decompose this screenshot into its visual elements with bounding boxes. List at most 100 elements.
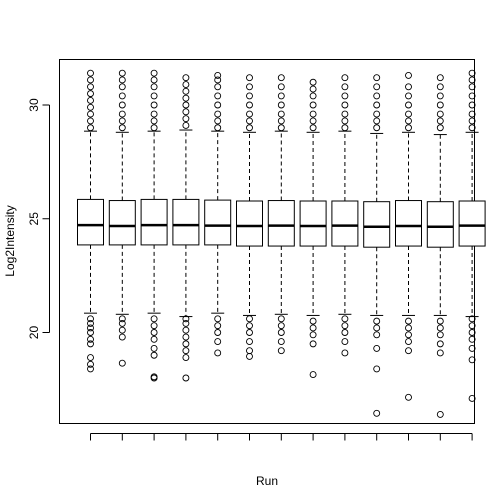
y-tick-label: 20 [27, 326, 41, 340]
y-axis: 20 25 30 [27, 98, 50, 339]
outlier-point [150, 101, 158, 109]
outlier-point [468, 92, 476, 100]
outlier-point [436, 324, 444, 332]
outlier-point [341, 338, 349, 346]
outlier-point [150, 83, 158, 91]
outlier-point [436, 340, 444, 348]
outlier-point [87, 110, 94, 118]
outlier-point [468, 315, 476, 323]
outlier-point [468, 344, 476, 352]
outlier-point [373, 344, 381, 352]
outlier-point [214, 71, 222, 79]
outlier-point [277, 92, 285, 100]
outlier-point [246, 83, 253, 91]
outlier-point [405, 83, 412, 91]
outlier-point [182, 340, 190, 348]
outlier-point [468, 110, 476, 118]
outlier-point [214, 124, 222, 132]
outlier-point [436, 349, 444, 357]
outlier-point [150, 351, 158, 359]
outlier-point [150, 344, 158, 352]
outlier-point [182, 94, 190, 102]
outlier-point [87, 354, 94, 361]
x-axis [90, 433, 473, 441]
outlier-point [309, 110, 317, 118]
outlier-point [118, 76, 126, 84]
outlier-point [118, 333, 126, 341]
box-iqr [108, 200, 136, 246]
outlier-point [373, 324, 381, 332]
box-group [299, 78, 327, 379]
y-axis-label: Log2Intensity [3, 205, 17, 276]
outlier-point [246, 315, 253, 323]
outlier-point [246, 110, 253, 118]
box-group [108, 69, 136, 367]
outlier-point [405, 324, 412, 332]
outlier-point [309, 124, 317, 132]
outlier-point [118, 83, 126, 91]
outlier-point [309, 92, 317, 100]
outlier-point [246, 117, 253, 125]
outlier-point [373, 101, 381, 109]
box-group [172, 74, 200, 382]
outlier-point [246, 74, 253, 82]
outlier-point [150, 110, 158, 118]
outlier-point [468, 335, 476, 343]
outlier-point [309, 85, 317, 93]
outlier-point [341, 83, 349, 91]
outlier-point [150, 124, 158, 132]
outlier-point [277, 338, 285, 346]
outlier-point [87, 69, 94, 77]
outlier-point [150, 335, 158, 343]
outlier-point [277, 315, 285, 323]
outlier-point [87, 340, 94, 348]
outlier-point [309, 101, 317, 109]
box-iqr [331, 200, 359, 247]
outlier-point [87, 103, 94, 111]
outlier-point [436, 331, 444, 339]
outlier-point [436, 83, 444, 91]
outlier-point [405, 393, 412, 401]
outlier-point [118, 315, 126, 323]
outlier-point [436, 110, 444, 118]
outlier-point [277, 347, 285, 355]
box-iqr [395, 200, 422, 247]
outlier-point [182, 374, 190, 382]
outlier-point [277, 83, 285, 91]
outlier-point [182, 122, 190, 129]
outlier-point [309, 371, 317, 379]
outlier-point [87, 90, 94, 98]
outlier-point [182, 354, 190, 361]
outlier-point [468, 83, 476, 91]
outlier-point [373, 83, 381, 91]
outlier-point [309, 78, 317, 86]
outlier-point [277, 124, 285, 132]
outlier-point [182, 333, 190, 341]
outlier-point [118, 326, 126, 334]
outlier-point [373, 92, 381, 100]
outlier-point [246, 329, 253, 336]
outlier-point [436, 92, 444, 100]
outlier-point [436, 410, 444, 418]
outlier-point [309, 117, 317, 125]
outlier-point [87, 329, 94, 336]
outlier-point [87, 124, 94, 132]
outlier-point [150, 117, 158, 125]
outlier-point [373, 331, 381, 339]
outlier-point [341, 74, 349, 82]
outlier-point [150, 315, 158, 323]
outlier-point [118, 101, 126, 109]
box-group [395, 71, 422, 401]
outlier-point [87, 83, 94, 91]
outlier-point [150, 329, 158, 336]
box-iqr [172, 198, 200, 246]
outlier-point [87, 335, 94, 343]
outlier-point [468, 101, 476, 109]
outlier-point [309, 331, 317, 339]
outlier-point [373, 365, 381, 373]
outlier-point [277, 322, 285, 330]
outlier-point [214, 110, 222, 118]
outlier-point [405, 124, 412, 132]
outlier-point [436, 317, 444, 325]
